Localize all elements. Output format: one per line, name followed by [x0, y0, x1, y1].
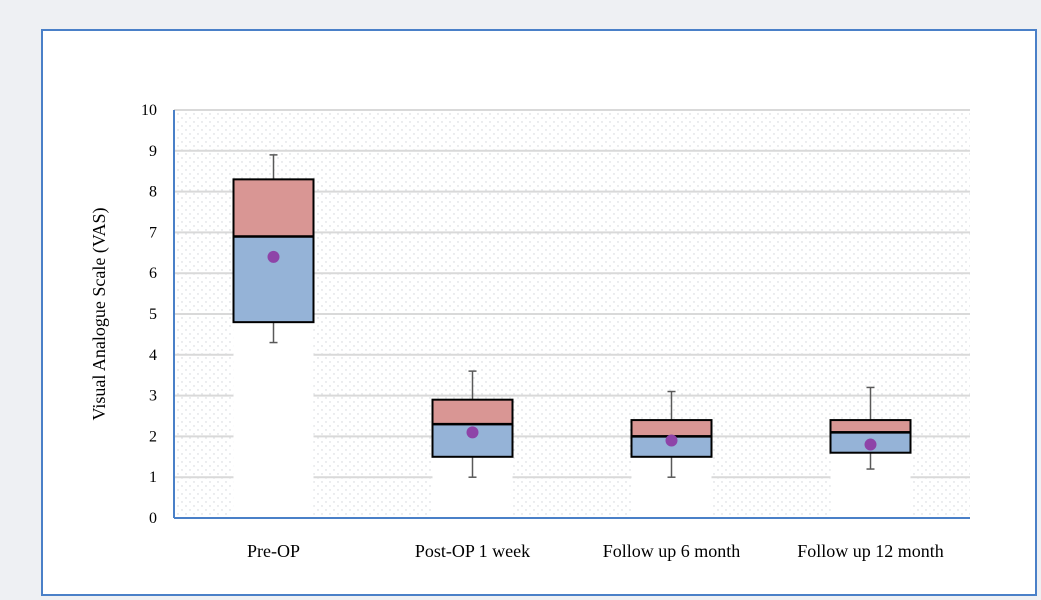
y-tick-label: 6	[149, 265, 157, 282]
x-category-label: Pre-OP	[247, 541, 300, 561]
box-upper-quartile	[431, 398, 514, 426]
chart-frame: 0 1 2 3 4 5 6 7 8 9 10 Pre-OP Post-OP 1 week Follow u…	[41, 29, 1037, 596]
mean-marker	[665, 434, 678, 447]
y-axis-title: Visual Analogue Scale (VAS)	[89, 207, 110, 420]
box-lower-quartile	[232, 235, 315, 324]
y-tick-label: 8	[149, 184, 157, 201]
y-tick-label: 9	[149, 143, 157, 160]
box-upper-quartile	[232, 178, 315, 238]
box-column-clear	[233, 322, 314, 518]
y-tick-label: 4	[149, 347, 157, 364]
y-tick-label: 2	[149, 428, 157, 445]
box-upper-quartile	[829, 419, 912, 434]
mean-marker	[466, 426, 479, 439]
y-tick-label: 10	[141, 102, 157, 119]
x-category-label: Follow up 12 month	[797, 541, 944, 561]
mean-marker	[267, 250, 280, 263]
y-tick-label: 0	[149, 510, 157, 527]
y-tick-label: 1	[149, 469, 157, 486]
x-category-label: Post-OP 1 week	[415, 541, 530, 561]
box-upper-quartile	[630, 419, 713, 438]
y-tick-label: 7	[149, 224, 157, 241]
x-category-label: Follow up 6 month	[603, 541, 741, 561]
y-tick-label: 5	[149, 306, 157, 323]
mean-marker	[864, 438, 877, 451]
y-tick-label: 3	[149, 388, 157, 405]
